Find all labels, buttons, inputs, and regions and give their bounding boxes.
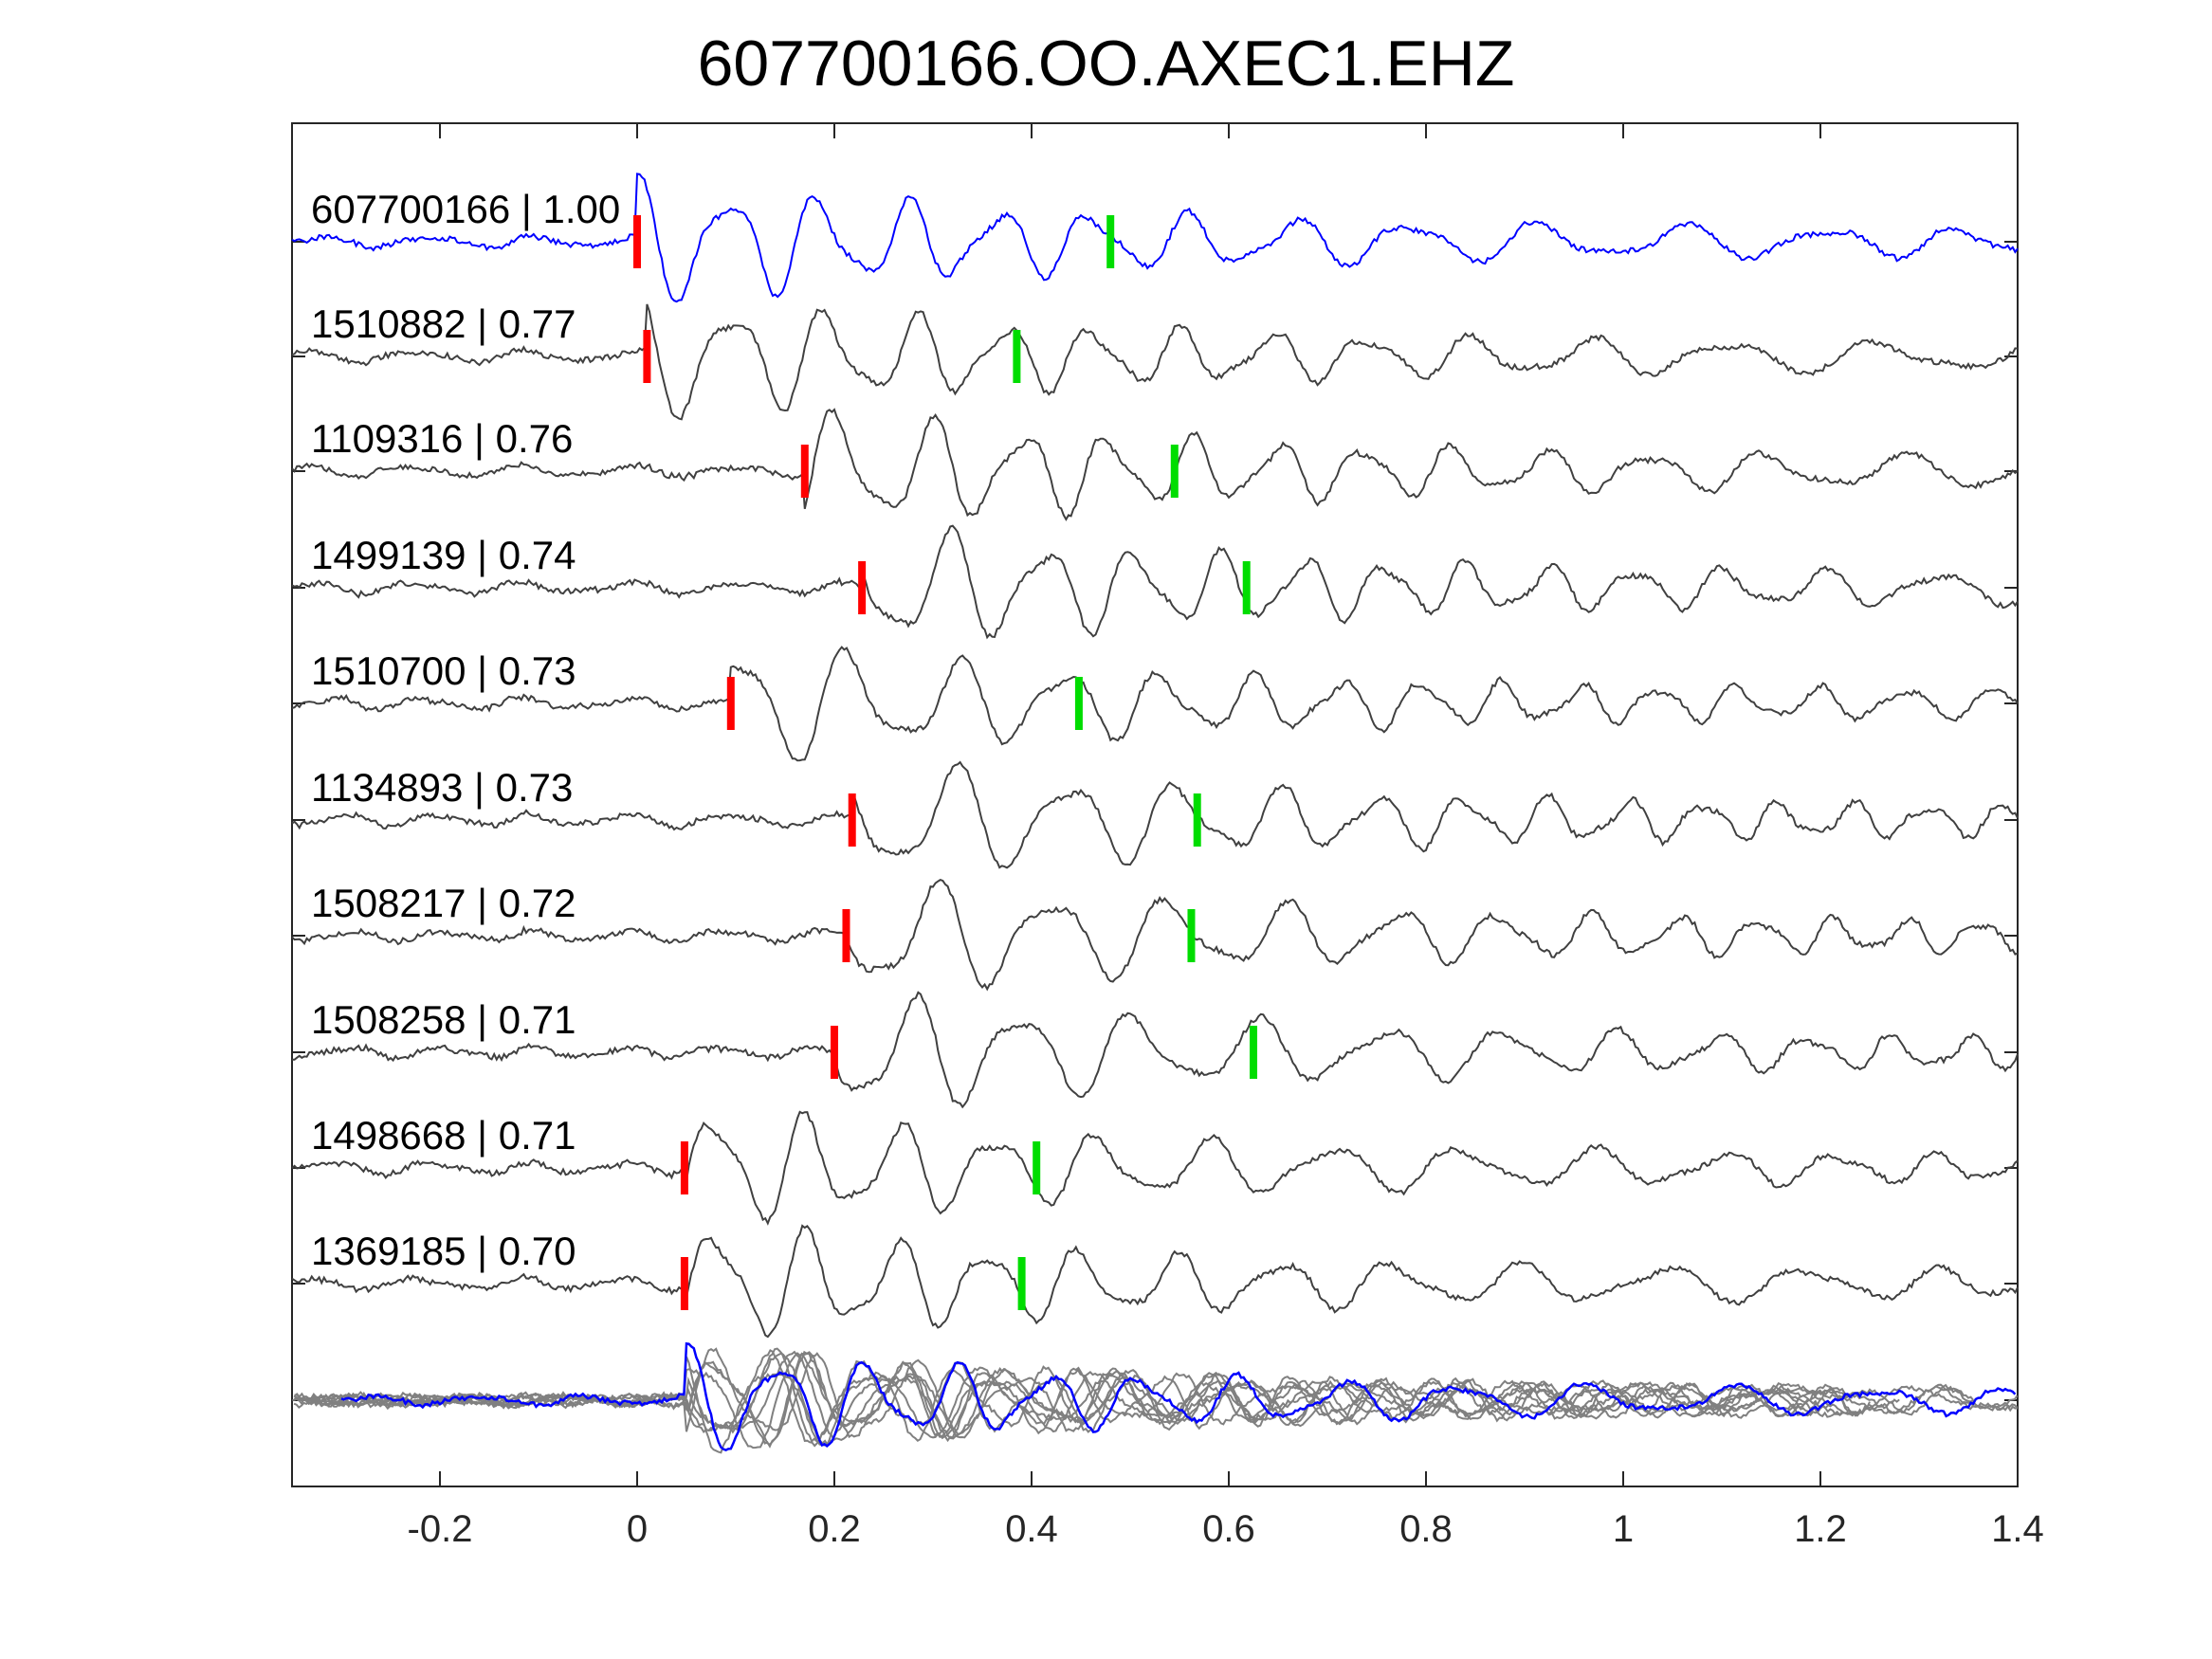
trace-line: [291, 878, 2019, 992]
trace-line: [291, 173, 2019, 303]
stack-trace: [294, 1349, 1871, 1448]
trace-line: [291, 524, 2019, 640]
x-tick-label: 1: [1613, 1508, 1634, 1550]
x-tick-label: 0.4: [1005, 1508, 1058, 1550]
x-tick-label: 0.6: [1202, 1508, 1255, 1550]
x-tick-label: 0.2: [808, 1508, 861, 1550]
trace-label: 1510882 | 0.77: [311, 301, 576, 346]
trace-label: 1109316 | 0.76: [311, 416, 573, 461]
x-tick-label: 1.2: [1794, 1508, 1847, 1550]
x-tick-label: 0: [627, 1508, 648, 1550]
axes-box: [291, 122, 2019, 1487]
stack-template-trace: [340, 1341, 2017, 1451]
trace-label: 1499139 | 0.74: [311, 533, 576, 577]
trace-line: [291, 1110, 2019, 1226]
trace-label: 1508258 | 0.71: [311, 997, 576, 1042]
trace-line: [291, 303, 2019, 421]
trace-label: 1369185 | 0.70: [311, 1229, 576, 1273]
trace-line: [292, 991, 2019, 1109]
trace-label: 1508217 | 0.72: [311, 881, 576, 925]
trace-line: [291, 408, 2019, 521]
stack-trace: [293, 1350, 2019, 1446]
trace-line: [291, 1224, 2019, 1339]
x-tick-label: -0.2: [408, 1508, 473, 1550]
chart-title: 607700166.OO.AXEC1.EHZ: [697, 27, 1515, 100]
trace-label: 607700166 | 1.00: [311, 187, 620, 231]
trace-label: 1510700 | 0.73: [311, 648, 576, 693]
x-tick-label: 1.4: [1991, 1508, 2044, 1550]
trace-line: [291, 646, 2019, 762]
trace-label: 1134893 | 0.73: [311, 765, 573, 810]
trace-line: [291, 760, 2019, 869]
x-tick-label: 0.8: [1399, 1508, 1453, 1550]
trace-label: 1498668 | 0.71: [311, 1113, 576, 1158]
